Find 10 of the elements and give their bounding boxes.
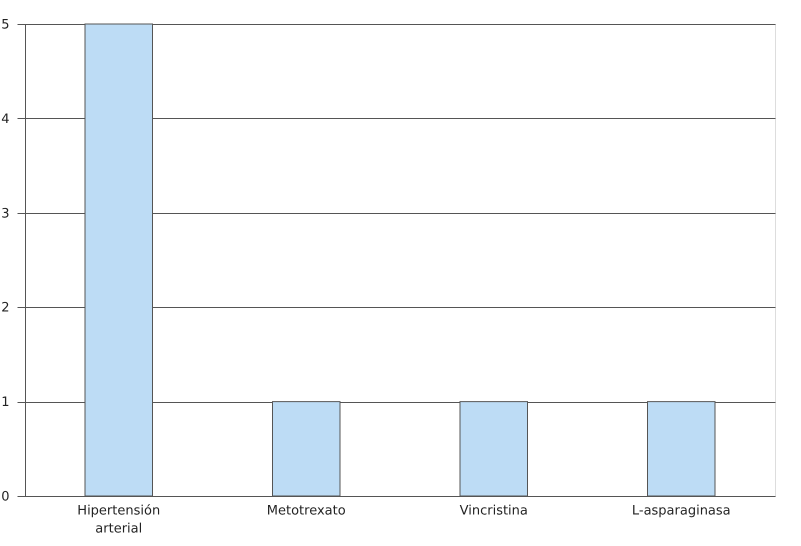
y-tick-label: 2 <box>1 300 10 316</box>
y-tick-label: 3 <box>1 206 10 222</box>
x-tick-label: L-asparaginasa <box>632 504 731 518</box>
y-tick-label: 0 <box>1 490 10 504</box>
x-tick-label: Hipertensión arterial <box>77 504 160 536</box>
x-tick-label: Vincristina <box>460 504 528 518</box>
y-tick-label: 5 <box>1 18 10 32</box>
y-tick-label: 1 <box>1 395 10 410</box>
x-tick-label: Metotrexato <box>266 504 346 518</box>
y-tick-label: 4 <box>1 112 10 127</box>
